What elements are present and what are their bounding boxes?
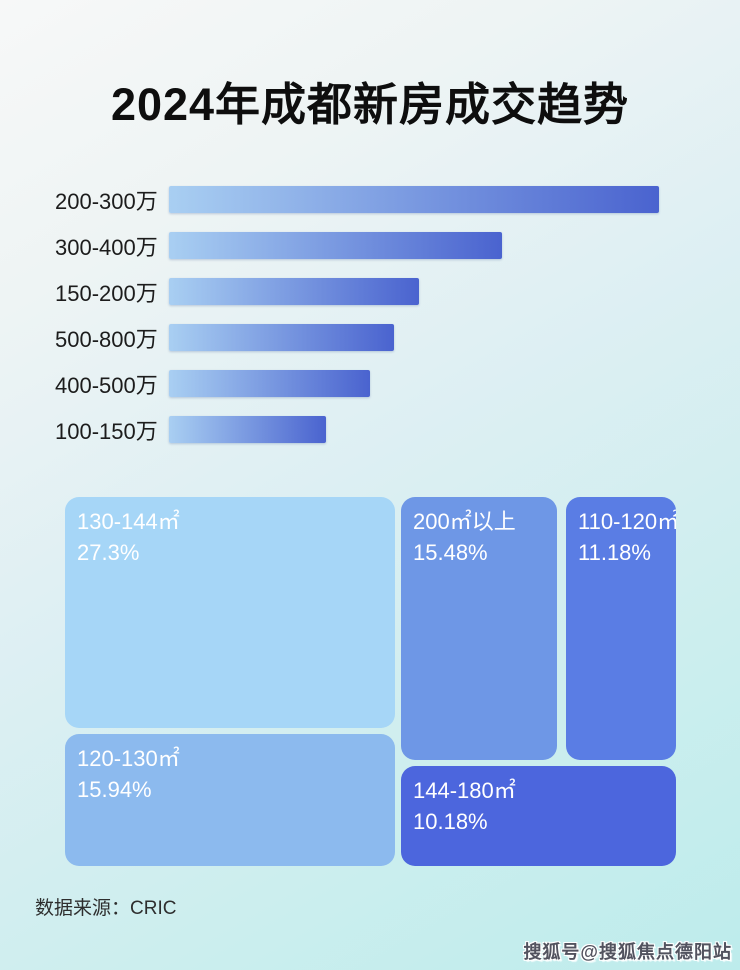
bar-track (169, 232, 659, 259)
bar-row: 100-150万 (0, 416, 740, 444)
bar-category-label: 100-150万 (55, 418, 158, 444)
bar-track (169, 186, 659, 213)
page-title: 2024年成都新房成交趋势 (110, 79, 630, 131)
data-source-note: 数据来源：CRIC (35, 898, 177, 919)
treemap-node-label: 110-120㎡ (578, 509, 676, 534)
area-band-treemap: 130-144㎡ 27.3% 120-130㎡ 15.94% 200㎡以上 15… (65, 497, 676, 866)
bar-category-label: 400-500万 (55, 372, 158, 398)
treemap-node-label: 130-144㎡ (77, 509, 180, 534)
bar-track (169, 416, 659, 443)
treemap-node-percent: 11.18% (578, 540, 651, 565)
treemap-node: 144-180㎡ 10.18% (401, 766, 676, 866)
bar (169, 186, 659, 213)
treemap-node-percent: 15.94% (77, 777, 152, 802)
bar (169, 278, 419, 305)
bar-track (169, 278, 659, 305)
treemap-node-percent: 27.3% (77, 540, 140, 565)
bar-row: 200-300万 (0, 186, 740, 214)
treemap-node: 200㎡以上 15.48% (401, 497, 557, 760)
treemap-node-label: 200㎡以上 (413, 509, 516, 534)
bar (169, 416, 326, 443)
bar-category-label: 200-300万 (55, 188, 158, 214)
bar-row: 150-200万 (0, 278, 740, 306)
bar-category-label: 300-400万 (55, 234, 158, 260)
price-band-bar-chart: 200-300万 300-400万 150-200万 500-800万 400-… (0, 186, 740, 462)
bar (169, 232, 503, 259)
treemap-node-label: 144-180㎡ (413, 778, 516, 803)
treemap-node: 110-120㎡ 11.18% (566, 497, 676, 760)
bar-row: 500-800万 (0, 324, 740, 352)
treemap-node: 120-130㎡ 15.94% (65, 734, 395, 866)
bar-track (169, 370, 659, 397)
bar-category-label: 500-800万 (55, 326, 158, 352)
treemap-node-label: 120-130㎡ (77, 746, 180, 771)
treemap-node-percent: 15.48% (413, 540, 488, 565)
bar (169, 370, 370, 397)
bar-row: 400-500万 (0, 370, 740, 398)
bar-row: 300-400万 (0, 232, 740, 260)
sohu-watermark: 搜狐号@搜狐焦点德阳站 (523, 942, 732, 962)
bar (169, 324, 395, 351)
bar-track (169, 324, 659, 351)
treemap-node: 130-144㎡ 27.3% (65, 497, 395, 728)
treemap-node-percent: 10.18% (413, 809, 488, 834)
bar-category-label: 150-200万 (55, 280, 158, 306)
